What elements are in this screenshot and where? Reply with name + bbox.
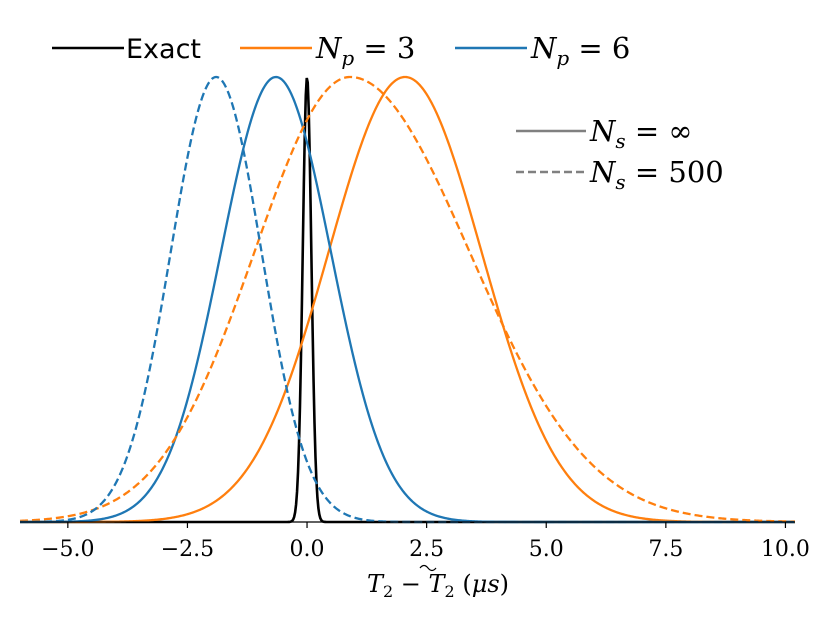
legend-label-2: Np = 6 xyxy=(530,31,630,70)
legend-linestyle: Ns = ∞Ns = 500 xyxy=(516,114,724,194)
x-tick-label: −5.0 xyxy=(41,537,94,562)
legend-top: Exact Np = 3 Np = 6 xyxy=(52,31,630,70)
x-tick-label: 7.5 xyxy=(648,537,683,562)
series-line-1 xyxy=(20,75,795,524)
x-tick-label: 5.0 xyxy=(529,537,564,562)
x-axis-label: T2 − T2 (μs) xyxy=(367,570,509,601)
x-tick-label: 2.5 xyxy=(409,537,444,562)
x-tick-label: 10.0 xyxy=(761,537,810,562)
x-tick-label: −2.5 xyxy=(161,537,214,562)
x-axis-label-tilde xyxy=(419,564,437,572)
legend-label-0: Exact xyxy=(126,34,201,65)
x-tick-label: 0.0 xyxy=(290,537,325,562)
legend-label-1: Np = 3 xyxy=(315,31,415,70)
x-axis-ticks: −5.0 −2.5 0.0 2.5 5.0 7.5 10.0 xyxy=(41,522,810,562)
legend-style-label-0: Ns = ∞ xyxy=(589,114,693,153)
series-line-3 xyxy=(19,75,796,523)
legend-style-label-1: Ns = 500 xyxy=(589,155,724,194)
